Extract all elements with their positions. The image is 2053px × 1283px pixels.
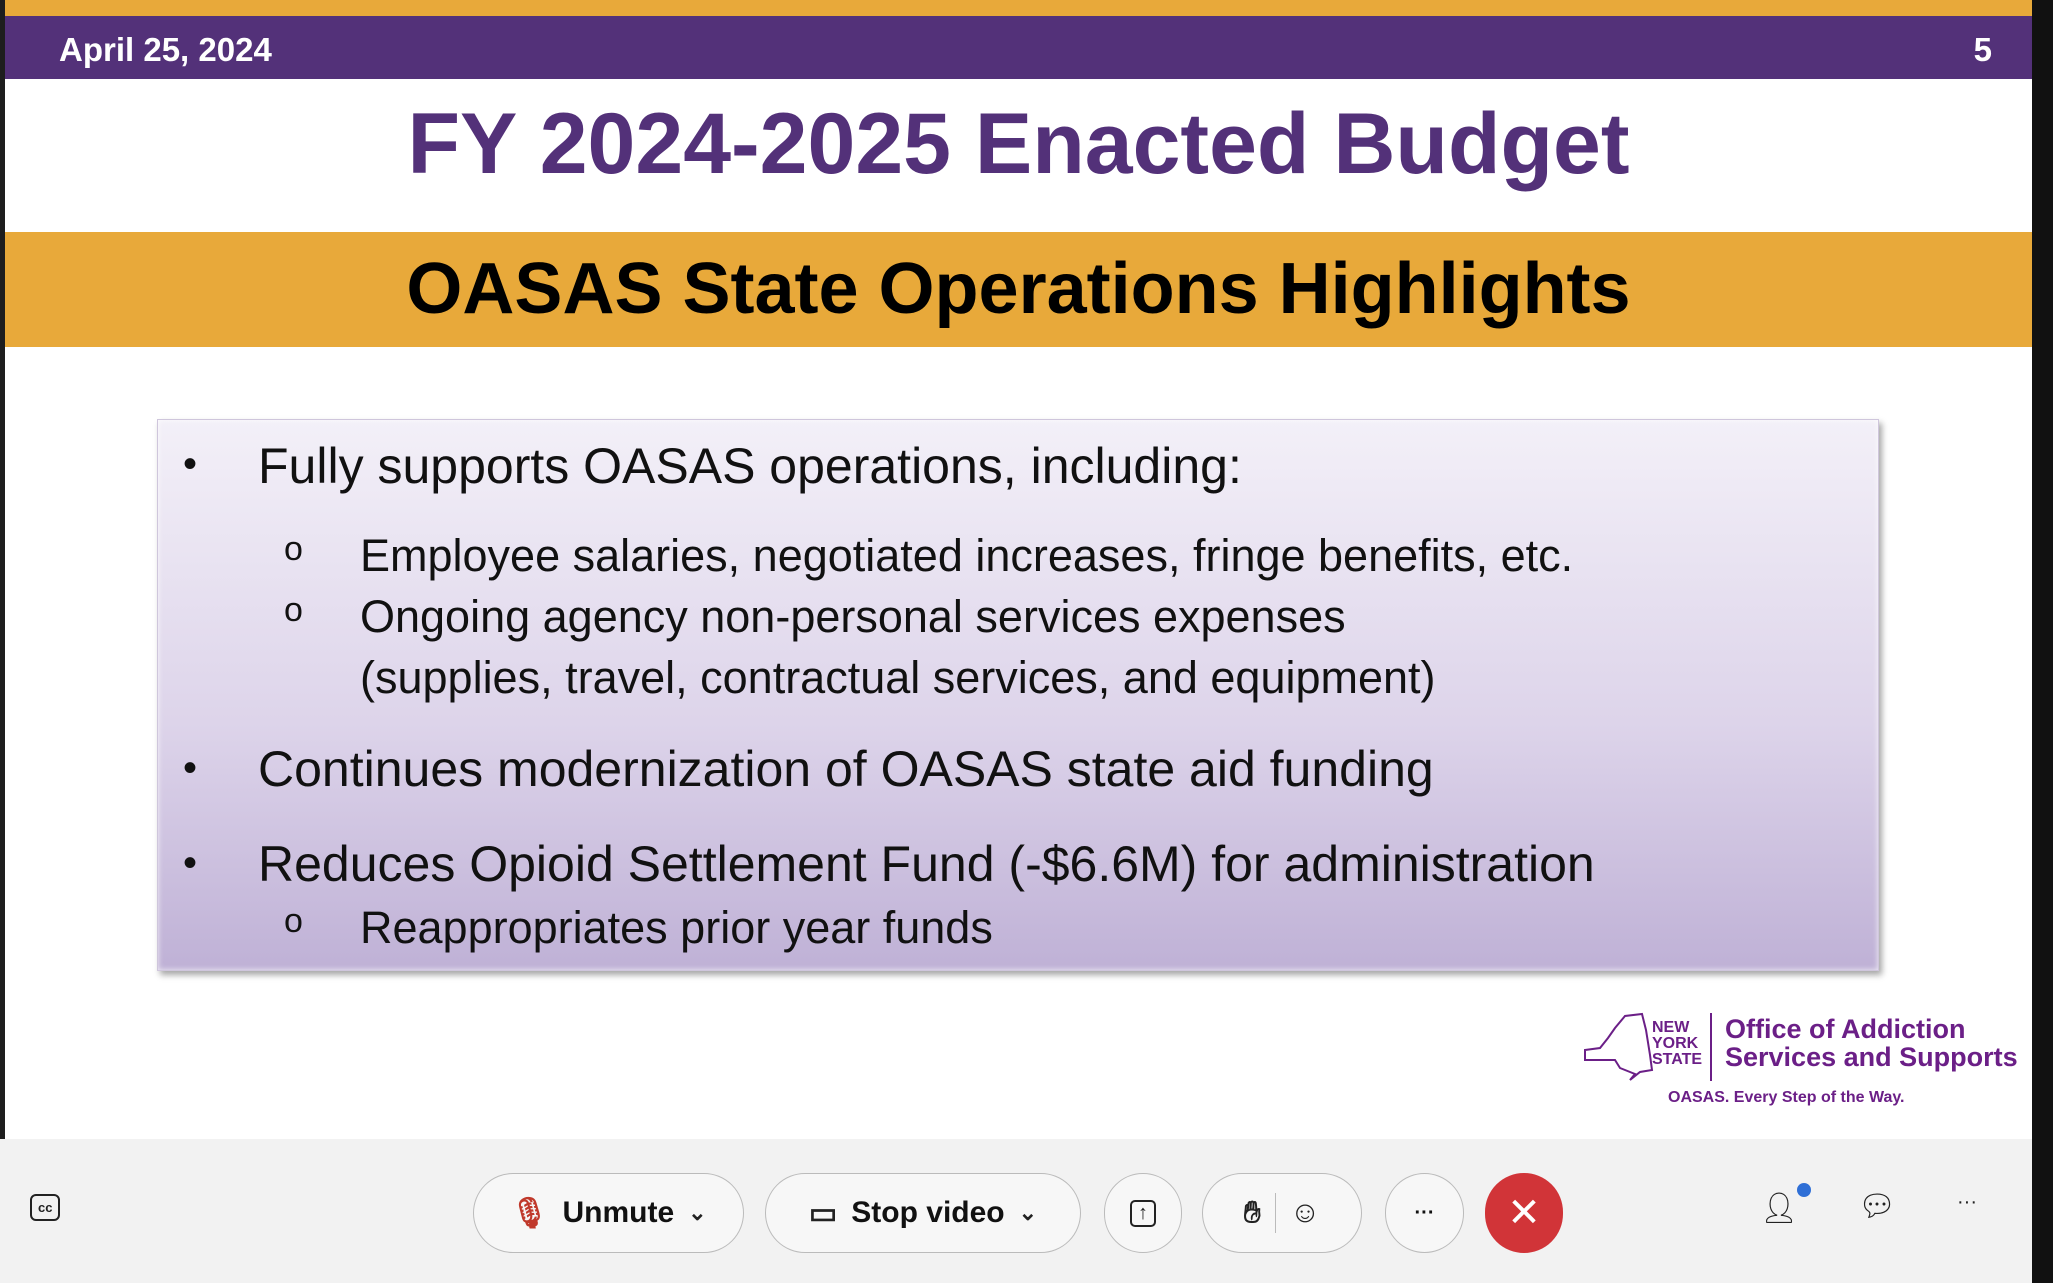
slide-title: FY 2024-2025 Enacted Budget	[407, 96, 1630, 192]
nys-wordmark: NEW YORK STATE	[1652, 1019, 1703, 1068]
bullet-text: Fully supports OASAS operations, includi…	[258, 438, 1242, 494]
slide-page-number: 5	[1973, 31, 1992, 68]
leave-meeting-button[interactable]: ✕	[1485, 1173, 1563, 1253]
chevron-down-icon[interactable]: ⌄	[688, 1200, 707, 1225]
closed-captions-icon[interactable]: cc	[30, 1194, 61, 1221]
shared-slide: April 25, 2024 5 FY 2024-2025 Enacted Bu…	[5, 0, 2032, 1139]
slide-date: April 25, 2024	[59, 31, 272, 68]
chevron-down-icon[interactable]: ⌄	[1018, 1200, 1038, 1225]
divider	[1274, 1193, 1276, 1233]
close-icon: ✕	[1507, 1191, 1541, 1235]
participants-icon[interactable]: 👤︎	[1760, 1192, 1799, 1225]
logo-tagline: OASAS. Every Step of the Way.	[1668, 1089, 1905, 1106]
logo-org-name: Office of Addiction Services and Supports	[1725, 1014, 2018, 1072]
stop-video-label: Stop video	[851, 1196, 1005, 1229]
sub-bullet-text: (supplies, travel, contractual services,…	[360, 652, 1436, 703]
bullet-dot: •	[183, 442, 198, 486]
slide-header-bar: April 25, 2024 5	[5, 16, 2032, 79]
oasas-logo: NEW YORK STATE Office of Addiction Servic…	[1580, 1005, 2020, 1115]
bullet-text: Continues modernization of OASAS state a…	[258, 741, 1434, 797]
sub-bullet-text: Ongoing agency non-personal services exp…	[360, 591, 1346, 642]
video-camera-icon: ▭	[808, 1196, 838, 1230]
raise-hand-icon[interactable]: ✋︎	[1243, 1196, 1261, 1229]
unmute-button[interactable]: 🎙︎ Unmute ⌄	[473, 1173, 744, 1253]
bullet-dot: •	[183, 841, 198, 885]
share-screen-icon: ↑	[1130, 1199, 1156, 1227]
muted-mic-icon: 🎙︎	[510, 1196, 549, 1230]
sub-bullet-text: Reappropriates prior year funds	[360, 902, 993, 953]
unmute-label: Unmute	[562, 1196, 675, 1229]
sub-bullet-circle: o	[284, 591, 303, 629]
bullet-box: • Fully supports OASAS operations, inclu…	[157, 419, 1879, 971]
share-button[interactable]: ↑	[1104, 1173, 1182, 1253]
meeting-toolbar: cc 🎙︎ Unmute ⌄ ▭ Stop video ⌄ ↑ ✋︎ ☺ ···…	[0, 1139, 2032, 1283]
slide-subtitle: OASAS State Operations Highlights	[5, 232, 2032, 347]
more-icon: ···	[1414, 1201, 1435, 1224]
reactions-group: ✋︎ ☺	[1202, 1173, 1362, 1253]
bullet-text: Reduces Opioid Settlement Fund (-$6.6M) …	[258, 836, 1595, 892]
logo-divider	[1710, 1013, 1712, 1081]
gold-stripe	[5, 0, 2032, 16]
new-york-state-outline-icon	[1584, 1012, 1654, 1081]
sub-bullet-circle: o	[284, 902, 303, 940]
stop-video-button[interactable]: ▭ Stop video ⌄	[765, 1173, 1081, 1253]
window-edge	[2032, 0, 2053, 1283]
sub-bullet-text: Employee salaries, negotiated increases,…	[360, 530, 1574, 581]
add-reaction-icon[interactable]: ☺	[1289, 1196, 1321, 1229]
more-icon[interactable]: ···	[1957, 1191, 1977, 1213]
sub-bullet-circle: o	[284, 530, 303, 568]
notification-dot	[1797, 1183, 1811, 1197]
chat-icon[interactable]: 💬︎	[1858, 1190, 1897, 1223]
more-options-button[interactable]: ···	[1385, 1173, 1464, 1253]
bullet-dot: •	[183, 746, 198, 790]
